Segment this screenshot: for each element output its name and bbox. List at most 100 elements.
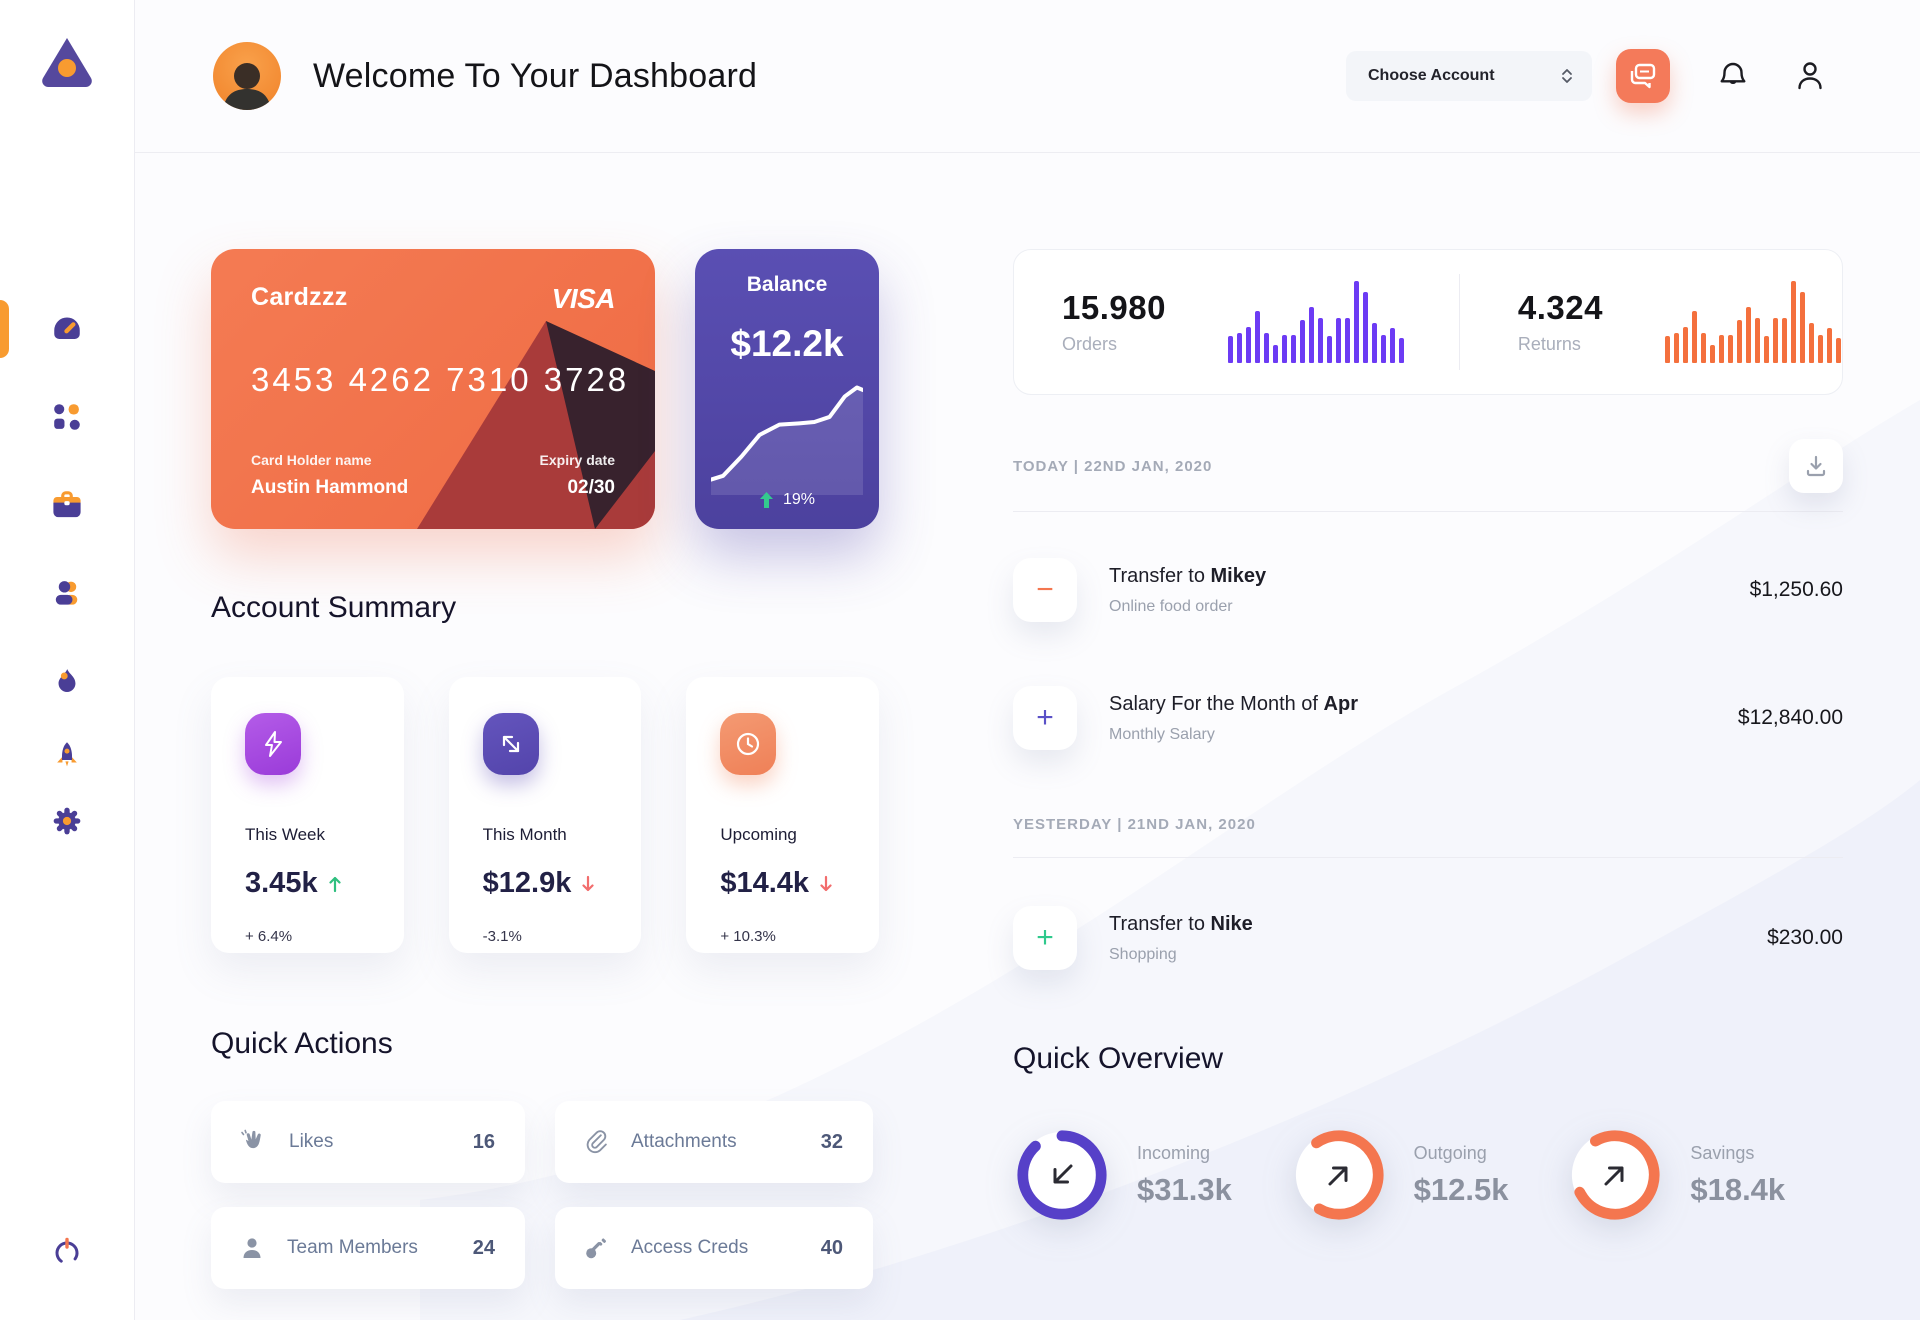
down-left-arrow-icon [1053,1164,1073,1184]
plus-icon: + [1013,686,1077,750]
overview-label: Incoming [1137,1142,1211,1163]
transaction-amount: $1,250.60 [1749,578,1843,601]
overview-text: Savings $18.4k [1690,1143,1785,1208]
sidebar-item-members[interactable] [0,576,134,610]
transaction-title: Transfer to Mikey [1109,564,1267,587]
logout-button[interactable] [50,1235,84,1274]
spark-bar [1727,335,1733,363]
summary-card-this-month[interactable]: This Month $12.9k -3.1% [448,677,642,953]
orders-stat: 15.980 Orders [1062,289,1166,355]
transaction-title: Salary For the Month of Apr [1109,692,1358,715]
card-name: Cardzzz [251,283,348,311]
overview-outgoing[interactable]: Outgoing $12.5k [1290,1126,1567,1224]
transaction-row-nike[interactable]: + Transfer to Nike Shopping $230.00 [1013,906,1843,970]
spark-bar [1281,335,1287,363]
power-icon [55,1237,79,1265]
profile-button[interactable] [1796,60,1824,92]
overview-savings[interactable]: Savings $18.4k [1566,1126,1843,1224]
notifications-button[interactable] [1718,60,1748,92]
sidebar-item-settings[interactable] [0,804,134,838]
stats-bar: 15.980 Orders 4.324 Returns [1013,249,1843,395]
spark-bar [1344,317,1350,363]
spark-bar [1835,338,1841,363]
summary-card-upcoming[interactable]: Upcoming $14.4k + 10.3% [686,677,880,953]
transaction-row-mikey[interactable]: − Transfer to Mikey Online food order $1… [1013,558,1843,622]
choose-account-select[interactable]: Choose Account [1346,51,1592,101]
spark-bar [1772,317,1778,363]
balance-card[interactable]: Balance $12.2k 19% [695,249,879,529]
messages-button[interactable] [1616,49,1670,103]
today-label: TODAY | 22ND JAN, 2020 [1013,457,1213,475]
spark-bar [1317,317,1323,363]
transaction-amount: $12,840.00 [1737,706,1843,729]
summary-cards: This Week 3.45k + 6.4% This Month [211,677,880,953]
briefcase-icon [53,491,81,518]
chevron-up-down-icon [1562,69,1572,83]
spark-bar [1691,310,1697,363]
spark-bar [1781,317,1787,363]
spark-bar [1664,335,1670,363]
summary-delta: + 6.4% [245,928,293,945]
stats-divider [1458,274,1460,370]
sidebar-item-dashboard[interactable] [0,300,134,358]
credit-card[interactable]: Cardzzz VISA 3453 4262 7310 3728 Card Ho… [211,249,655,529]
sidebar-item-trending[interactable] [0,664,134,698]
quick-action-team-members[interactable]: Team Members 24 [211,1207,525,1289]
spark-bar [1700,333,1706,363]
download-button[interactable] [1789,439,1843,493]
spark-bar [1362,292,1368,363]
member-icon [243,1238,261,1258]
quick-action-attachments[interactable]: Attachments 32 [555,1101,873,1183]
spark-bar [1272,344,1278,363]
sidebar-item-work[interactable] [0,488,134,522]
sidebar-item-launch[interactable] [0,738,134,772]
spark-bar [1371,322,1377,363]
orders-sparkline [1227,281,1405,363]
returns-sparkline [1664,281,1842,363]
overview-text: Outgoing $12.5k [1414,1143,1509,1208]
quick-overview-row: Incoming $31.3k Outg [1013,1126,1843,1224]
spark-bar [1808,322,1814,363]
app-logo[interactable] [34,28,100,94]
spark-bar [1754,317,1760,363]
transaction-subtitle: Online food order [1109,597,1233,615]
summary-card-this-week[interactable]: This Week 3.45k + 6.4% [211,677,404,953]
card-holder-name: Austin Hammond [251,477,409,498]
card-holder-label: Card Holder name [251,452,372,468]
quick-actions-title: Quick Actions [211,1027,393,1060]
quick-action-count: 24 [472,1236,495,1259]
returns-stat: 4.324 Returns [1518,289,1603,355]
cards-row: Cardzzz VISA 3453 4262 7310 3728 Card Ho… [211,249,879,529]
spark-bar [1745,307,1751,363]
outgoing-ring [1290,1126,1388,1224]
balance-delta: 19% [782,491,816,508]
balance-value: $12.2k [730,323,844,364]
summary-value: $14.4k [720,867,810,899]
incoming-ring [1013,1126,1111,1224]
transaction-text: Transfer to Mikey Online food order [1109,565,1266,616]
trend-up-icon [328,876,341,892]
yesterday-label: YESTERDAY | 21ND JAN, 2020 [1013,816,1256,833]
today-row: TODAY | 22ND JAN, 2020 [1013,439,1843,493]
quick-action-count: 32 [820,1130,843,1153]
transaction-title: Transfer to Nike [1109,912,1253,935]
quick-action-label: Attachments [631,1131,737,1152]
gear-icon [53,807,81,835]
spark-bar [1826,327,1832,363]
choose-account-label: Choose Account [1368,67,1495,84]
quick-overview-title: Quick Overview [1013,1042,1224,1075]
user-avatar[interactable] [213,42,281,110]
quick-action-likes[interactable]: Likes 16 [211,1101,525,1183]
transaction-subtitle: Monthly Salary [1109,725,1215,743]
person-icon [1798,62,1822,90]
overview-value: $12.5k [1413,1171,1509,1207]
sidebar-item-apps[interactable] [0,400,134,434]
card-expiry-value: 02/30 [567,477,615,498]
quick-action-access-creds[interactable]: Access Creds 40 [555,1207,873,1289]
summary-label: This Week [245,825,325,844]
overview-label: Savings [1690,1142,1755,1163]
account-summary-title: Account Summary [211,591,457,624]
overview-incoming[interactable]: Incoming $31.3k [1013,1126,1290,1224]
transaction-row-salary[interactable]: + Salary For the Month of Apr Monthly Sa… [1013,686,1843,750]
